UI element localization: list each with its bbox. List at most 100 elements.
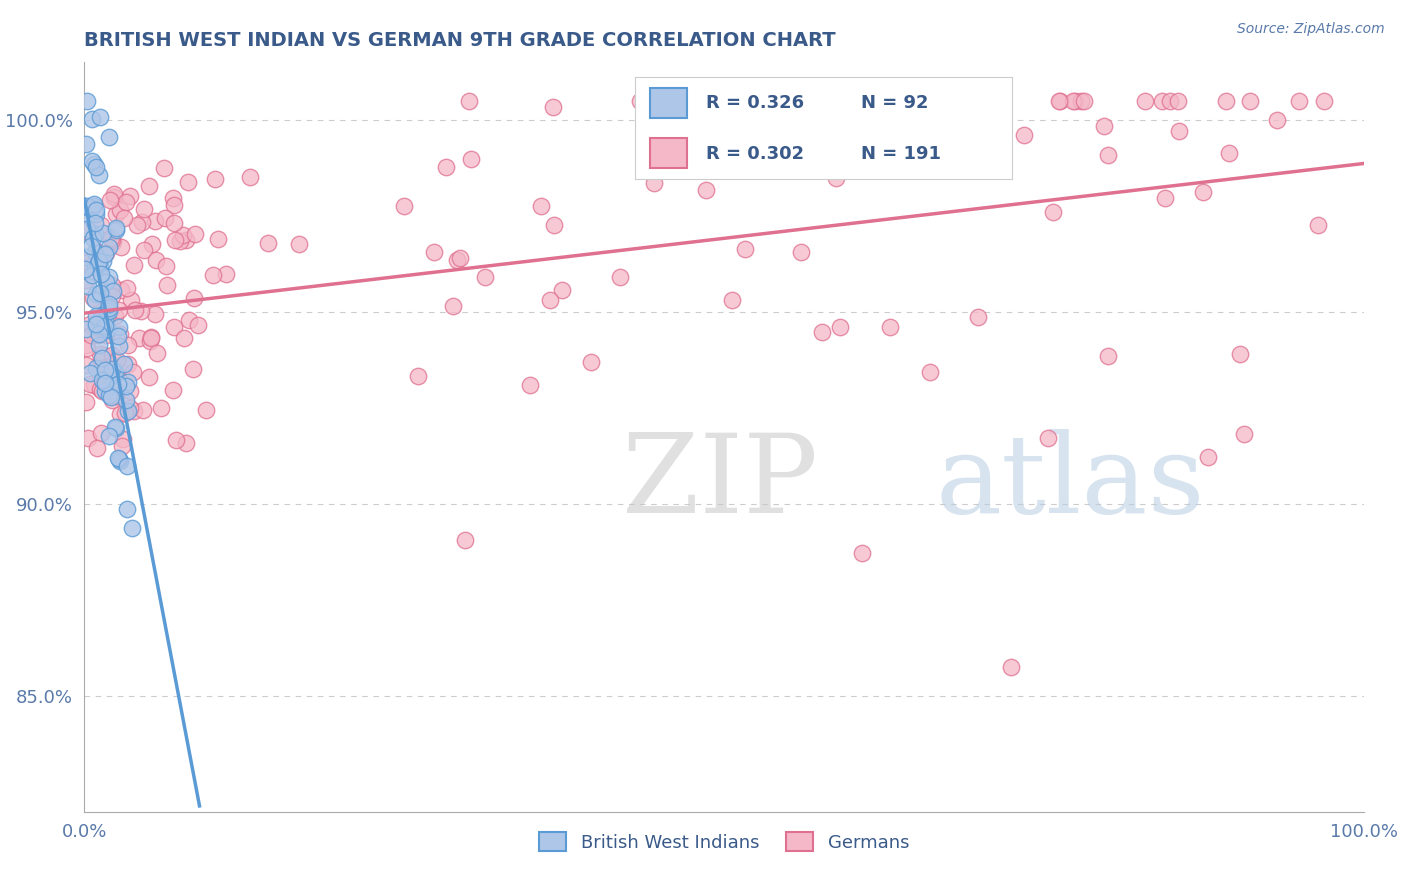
Point — [146, 345, 169, 359]
Point — [86, 441, 108, 455]
Point — [1073, 94, 1095, 108]
Point — [139, 334, 162, 348]
Point — [143, 213, 166, 227]
Point — [215, 267, 238, 281]
Point — [195, 403, 218, 417]
Point — [86, 361, 108, 376]
Point — [101, 284, 124, 298]
Point — [94, 363, 117, 377]
Point — [117, 404, 139, 418]
Point — [89, 382, 111, 396]
Point — [120, 384, 142, 398]
Point — [122, 365, 145, 379]
Point — [100, 390, 122, 404]
Point — [96, 304, 118, 318]
Point — [98, 240, 121, 254]
Point — [122, 258, 145, 272]
Point — [98, 296, 121, 310]
Point — [172, 228, 194, 243]
Point — [177, 175, 200, 189]
Point — [704, 94, 727, 108]
Point — [104, 420, 127, 434]
Point — [117, 357, 139, 371]
Point — [458, 94, 481, 108]
Point — [891, 152, 914, 166]
Point — [830, 320, 852, 334]
Point — [1197, 450, 1219, 464]
Point — [120, 293, 142, 307]
Point — [1152, 94, 1174, 108]
Point — [84, 260, 107, 275]
Point — [1159, 94, 1181, 108]
Point — [134, 202, 156, 217]
Point — [550, 283, 572, 297]
Point — [1313, 94, 1336, 108]
Point — [105, 389, 128, 403]
Text: Source: ZipAtlas.com: Source: ZipAtlas.com — [1237, 22, 1385, 37]
Point — [91, 384, 114, 398]
Point — [75, 262, 97, 277]
Point — [1042, 205, 1064, 219]
Point — [97, 301, 120, 315]
Point — [90, 426, 112, 441]
Point — [125, 218, 148, 232]
Point — [105, 421, 128, 435]
Point — [84, 317, 107, 331]
Point — [1306, 218, 1329, 232]
Point — [165, 433, 187, 447]
Point — [89, 261, 111, 276]
Point — [75, 136, 97, 151]
Point — [721, 293, 744, 308]
Point — [86, 256, 108, 270]
Point — [156, 277, 179, 292]
Point — [766, 94, 789, 108]
Point — [288, 237, 311, 252]
Point — [169, 234, 191, 248]
Point — [79, 317, 101, 331]
Point — [83, 196, 105, 211]
Point — [110, 326, 132, 341]
Point — [75, 394, 97, 409]
Point — [108, 203, 131, 218]
Point — [87, 328, 110, 343]
Point — [91, 227, 114, 241]
Point — [98, 269, 121, 284]
Point — [100, 378, 122, 392]
Point — [110, 240, 132, 254]
Point — [75, 224, 97, 238]
Point — [115, 392, 138, 407]
Point — [112, 432, 135, 446]
Point — [80, 112, 103, 126]
Point — [530, 199, 553, 213]
Point — [434, 160, 457, 174]
Point — [204, 172, 226, 186]
Point — [107, 303, 129, 318]
Point — [183, 291, 205, 305]
Point — [1047, 94, 1070, 108]
Point — [105, 223, 128, 237]
Point — [1036, 431, 1059, 445]
Point — [112, 211, 135, 225]
Point — [80, 327, 103, 342]
Point — [107, 329, 129, 343]
Point — [86, 207, 108, 221]
Point — [103, 190, 125, 204]
Point — [87, 253, 110, 268]
Point — [851, 546, 873, 560]
Point — [84, 293, 107, 307]
Point — [117, 337, 139, 351]
Point — [685, 94, 707, 108]
Point — [1288, 94, 1310, 108]
Point — [673, 105, 696, 120]
Point — [153, 211, 176, 226]
Point — [84, 216, 107, 230]
Point — [84, 310, 107, 324]
Point — [107, 339, 129, 353]
Point — [187, 318, 209, 333]
Point — [90, 267, 112, 281]
Point — [163, 320, 186, 334]
Point — [101, 289, 124, 303]
Point — [643, 176, 665, 190]
Point — [94, 307, 117, 321]
Point — [107, 451, 129, 466]
